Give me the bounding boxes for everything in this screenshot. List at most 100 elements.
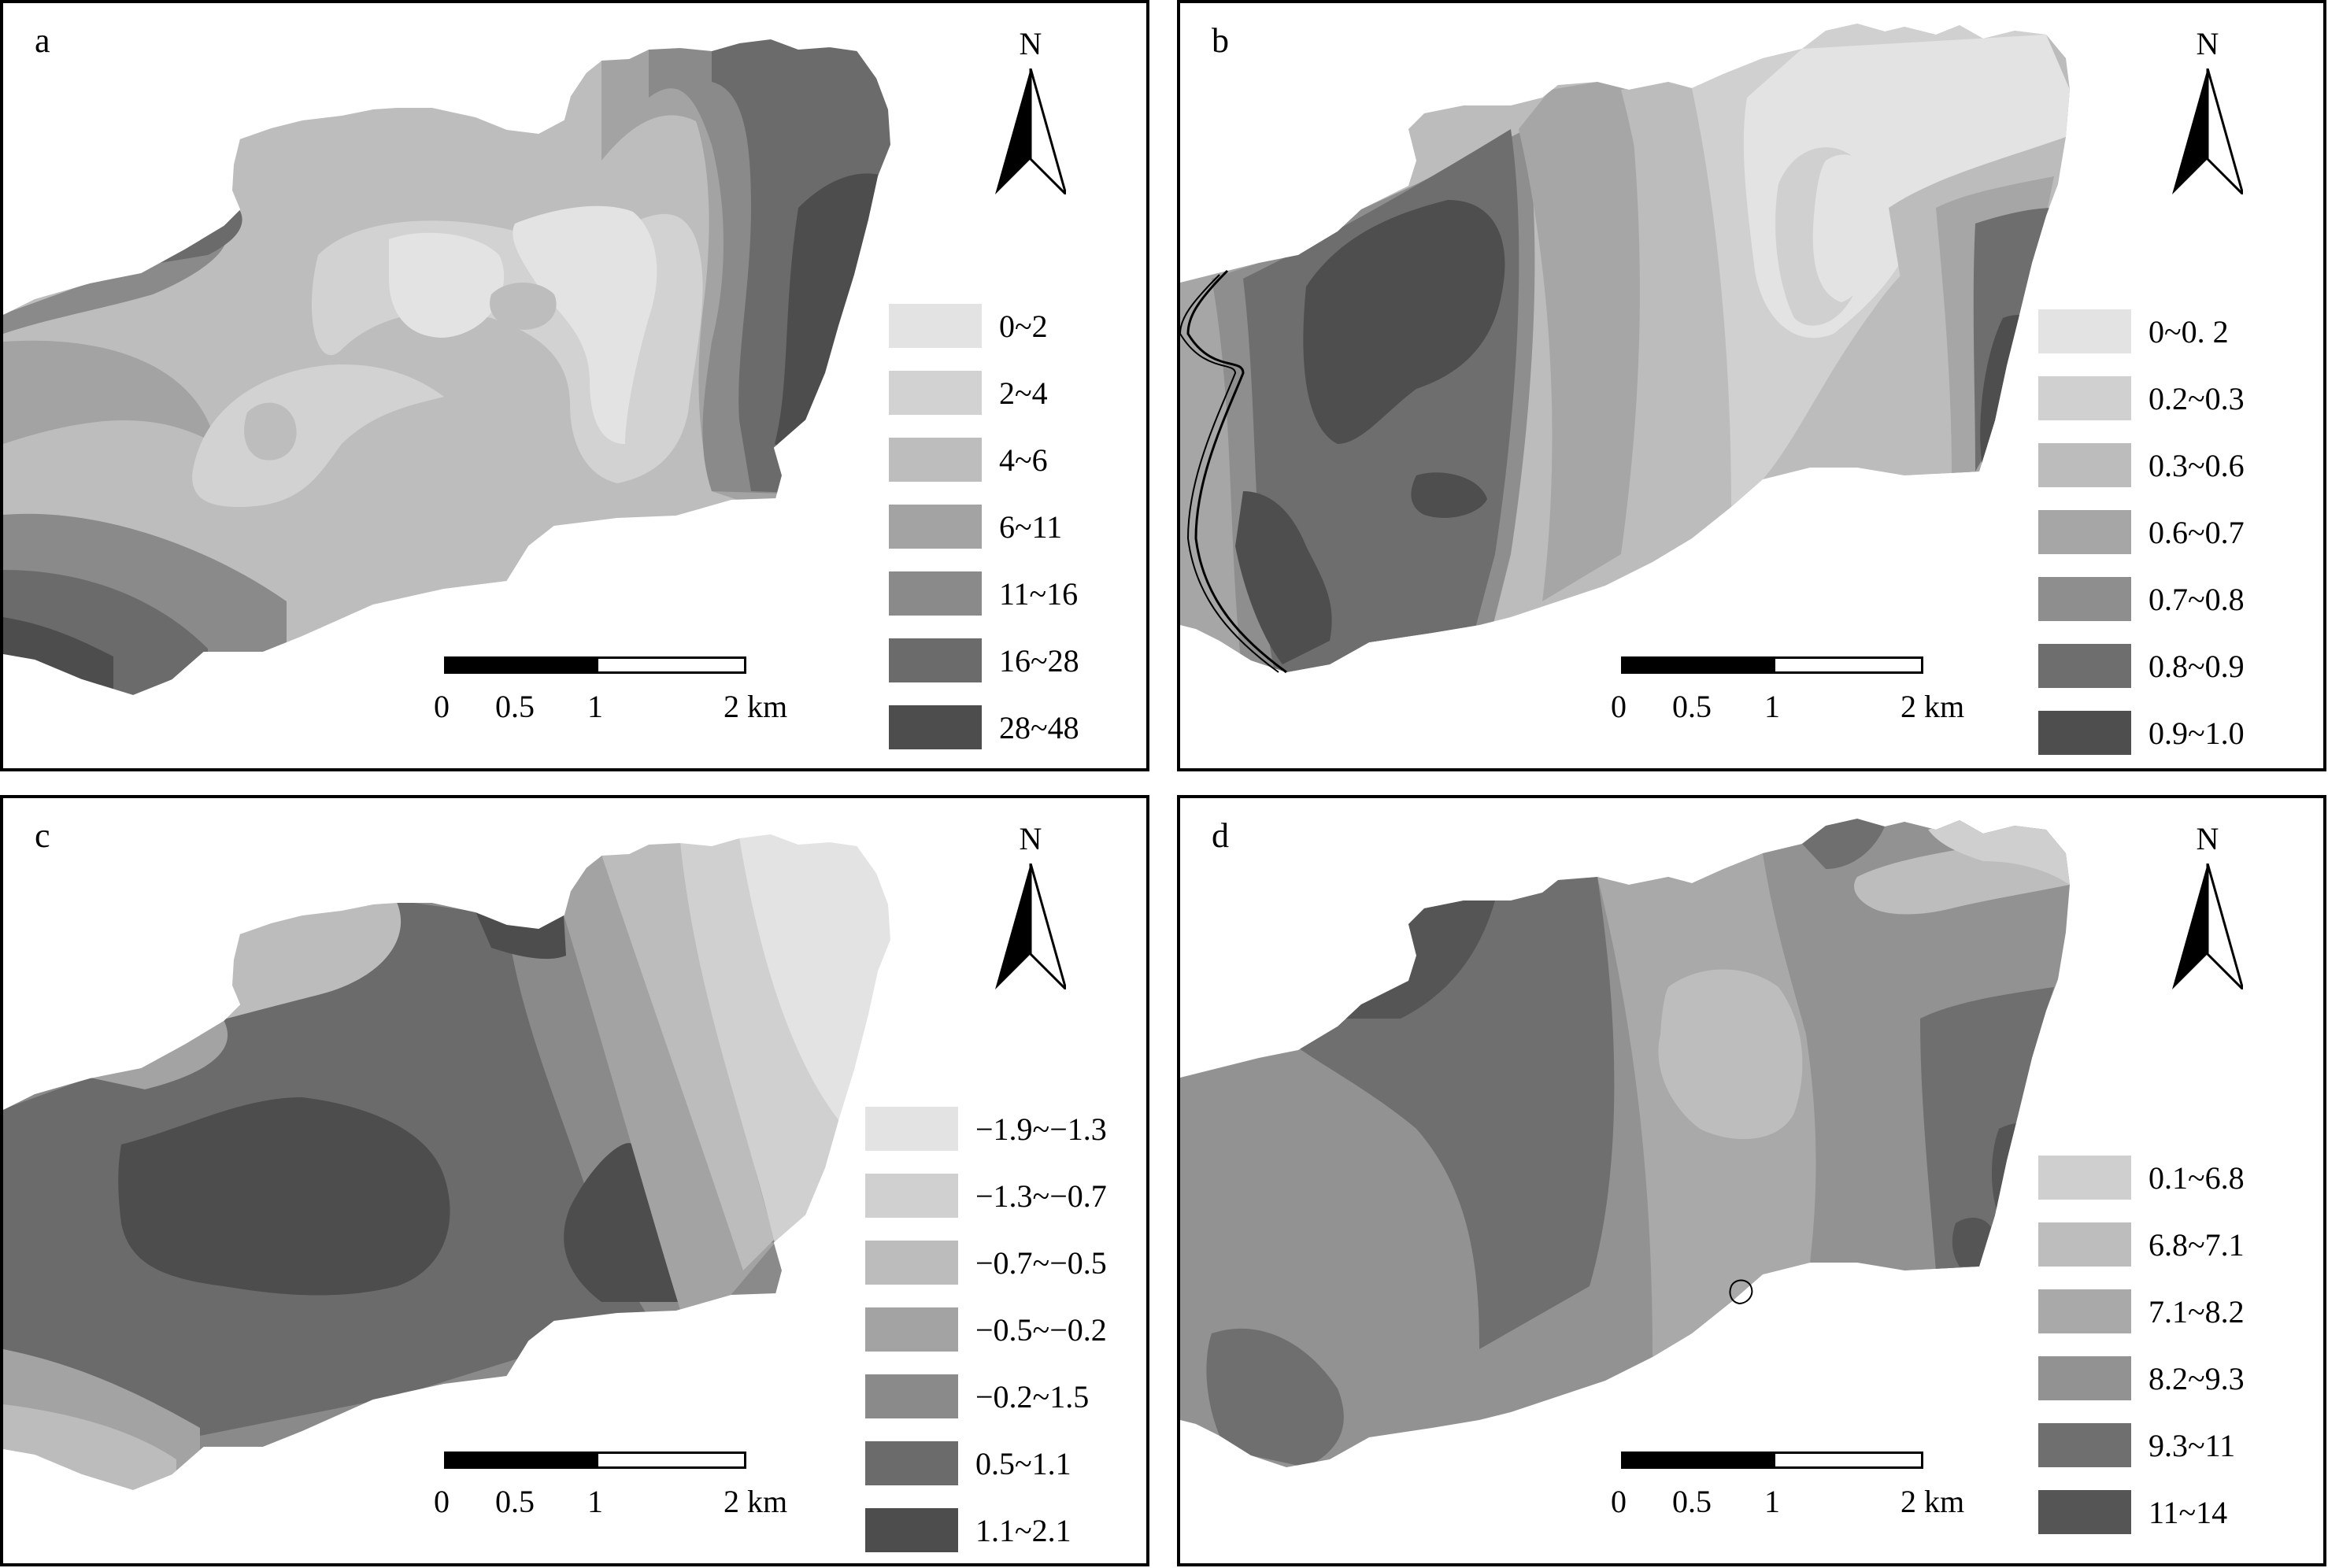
panel-label: d — [1212, 816, 1229, 855]
legend-swatch — [865, 1441, 958, 1485]
legend-swatch — [2038, 577, 2131, 621]
scale-bar-graphic — [444, 656, 746, 674]
legend-swatch — [2038, 443, 2131, 487]
legend-label: 0.5~1.1 — [975, 1445, 1071, 1481]
legend-label: 0.9~1.0 — [2148, 715, 2245, 751]
legend-label: 0.1~6.8 — [2148, 1159, 2245, 1196]
map-panel-a: a N 0~2 2~4 4~6 6~11 11~16 16~28 28~48 0… — [0, 0, 1149, 771]
legend-label: 0.2~0.3 — [2148, 380, 2245, 416]
contour-map-d — [1180, 819, 2070, 1467]
legend-swatch — [865, 1374, 958, 1418]
legend-item: 16~28 — [889, 637, 1079, 684]
map-panel-c: c N −1.9~−1.3 −1.3~−0.7 −0.7~−0.5 −0.5~−… — [0, 795, 1149, 1566]
legend-label: 4~6 — [999, 442, 1048, 478]
legend-item: 11~16 — [889, 570, 1078, 617]
north-label: N — [2196, 26, 2219, 61]
legend-label: 11~14 — [2148, 1494, 2228, 1530]
legend-swatch — [2038, 510, 2131, 554]
legend-swatch — [889, 705, 982, 749]
legend-item: −0.7~−0.5 — [865, 1239, 1107, 1286]
legend-item: −1.3~−0.7 — [865, 1172, 1107, 1219]
legend-item: 4~6 — [889, 436, 1048, 483]
legend-label: 6.8~7.1 — [2148, 1226, 2245, 1263]
scale-tick: 0.5 — [495, 1484, 535, 1519]
legend-swatch — [889, 571, 982, 616]
scale-bar: 0 0.5 1 2 km — [434, 1452, 787, 1530]
legend-item: 0.9~1.0 — [2038, 709, 2245, 756]
legend-swatch — [889, 638, 982, 682]
scale-end-label: 2 km — [1901, 1484, 1965, 1519]
legend-swatch — [2038, 1356, 2131, 1400]
north-arrow-icon — [995, 68, 1066, 194]
scale-tick: 0 — [434, 689, 450, 724]
scale-tick: 0.5 — [1672, 689, 1712, 724]
legend-item: 0.2~0.3 — [2038, 375, 2245, 422]
map-panel-b: b N 0~0. 2 0.2~0.3 0.3~0.6 0.6~0.7 0.7~0… — [1177, 0, 2326, 771]
contour-map-a — [3, 37, 893, 697]
legend-label: 11~16 — [999, 575, 1079, 612]
legend-label: 9.3~11 — [2148, 1427, 2236, 1463]
panel-label: a — [35, 21, 50, 60]
legend-swatch — [2038, 1289, 2131, 1333]
legend-swatch — [889, 438, 982, 482]
legend-swatch — [889, 304, 982, 348]
north-arrow: N — [2172, 820, 2243, 989]
panel-label: b — [1212, 21, 1229, 60]
scale-bar-graphic — [1621, 1452, 1923, 1469]
legend-label: 0.8~0.9 — [2148, 648, 2245, 684]
legend-item: 0.7~0.8 — [2038, 575, 2245, 623]
legend-item: 0.3~0.6 — [2038, 442, 2245, 489]
scale-tick: 1 — [587, 1484, 603, 1519]
scale-bar: 0 0.5 1 2 km — [434, 656, 787, 735]
legend-item: −0.5~−0.2 — [865, 1306, 1107, 1353]
legend-swatch — [2038, 1222, 2131, 1267]
legend-label: 1.1~2.1 — [975, 1512, 1071, 1548]
legend-item: 2~4 — [889, 369, 1048, 416]
contour-map-b — [1180, 24, 2070, 674]
legend-item: 0.8~0.9 — [2038, 642, 2245, 690]
scale-bar: 0 0.5 1 2 km — [1611, 656, 1964, 735]
legend-label: −1.9~−1.3 — [975, 1111, 1107, 1147]
scale-tick: 1 — [1764, 689, 1780, 724]
legend-item: 0~0. 2 — [2038, 308, 2229, 355]
legend-item: 1.1~2.1 — [865, 1507, 1071, 1554]
legend-label: 2~4 — [999, 375, 1048, 411]
north-arrow-icon — [2172, 68, 2243, 194]
legend-swatch — [2038, 376, 2131, 420]
legend-swatch — [889, 371, 982, 415]
legend-item: 7.1~8.2 — [2038, 1288, 2245, 1335]
map-panel-d: d N 0.1~6.8 6.8~7.1 7.1~8.2 8.2~9.3 9.3~… — [1177, 795, 2326, 1566]
legend-item: 6.8~7.1 — [2038, 1221, 2245, 1268]
legend-swatch — [2038, 309, 2131, 353]
legend-label: 0.3~0.6 — [2148, 447, 2245, 483]
legend-item: 0.1~6.8 — [2038, 1154, 2245, 1201]
legend-label: −0.5~−0.2 — [975, 1311, 1107, 1348]
contour-map-c — [3, 832, 893, 1492]
legend-label: −1.3~−0.7 — [975, 1178, 1107, 1214]
north-arrow: N — [995, 25, 1066, 194]
panel-label: c — [35, 816, 50, 855]
scale-tick: 0 — [1611, 1484, 1627, 1519]
scale-tick: 1 — [1764, 1484, 1780, 1519]
legend-label: 0.6~0.7 — [2148, 514, 2245, 550]
scale-end-label: 2 km — [1901, 689, 1965, 724]
legend-swatch — [865, 1241, 958, 1285]
legend-label: 0.7~0.8 — [2148, 581, 2245, 617]
legend-label: −0.7~−0.5 — [975, 1244, 1107, 1281]
scale-tick: 0 — [434, 1484, 450, 1519]
legend-item: 0.5~1.1 — [865, 1440, 1071, 1487]
scale-bar-graphic — [1621, 656, 1923, 674]
north-label: N — [2196, 821, 2219, 856]
legend-item: −1.9~−1.3 — [865, 1105, 1107, 1152]
scale-bar: 0 0.5 1 2 km — [1611, 1452, 1964, 1530]
scale-tick: 0.5 — [495, 689, 535, 724]
legend-label: 0~0. 2 — [2148, 313, 2229, 349]
legend-item: 11~14 — [2038, 1488, 2227, 1536]
scale-tick: 0 — [1611, 689, 1627, 724]
legend-item: 9.3~11 — [2038, 1422, 2235, 1469]
legend-label: −0.2~1.5 — [975, 1378, 1090, 1415]
legend-item: 0~2 — [889, 302, 1048, 349]
legend-label: 7.1~8.2 — [2148, 1293, 2245, 1329]
legend-swatch — [2038, 1423, 2131, 1467]
legend-label: 16~28 — [999, 642, 1079, 679]
